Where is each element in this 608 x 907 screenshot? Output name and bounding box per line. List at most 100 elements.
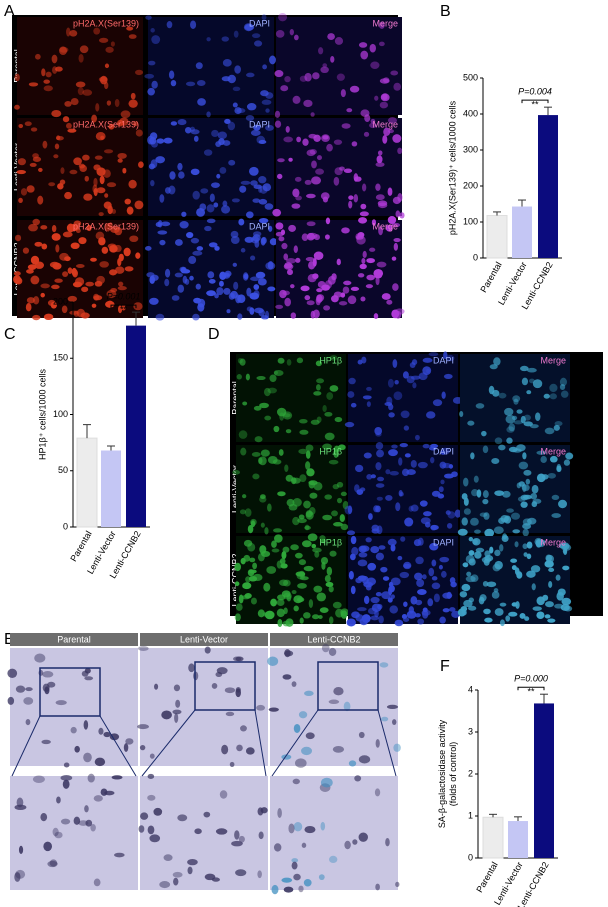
cell — [493, 526, 504, 534]
cell — [75, 81, 86, 88]
cell — [439, 556, 450, 563]
cell — [493, 357, 501, 366]
cell — [117, 152, 127, 159]
cell — [147, 773, 155, 779]
cell — [196, 80, 206, 87]
cell — [429, 542, 439, 551]
cell — [374, 426, 383, 436]
cell — [336, 497, 343, 504]
cell — [307, 232, 318, 240]
cell — [100, 135, 105, 140]
cell — [277, 594, 286, 601]
cell — [168, 185, 176, 195]
cell — [135, 252, 141, 259]
cell — [69, 29, 78, 37]
cell — [338, 444, 346, 451]
cell — [274, 534, 283, 543]
cell — [442, 608, 450, 613]
cell — [216, 667, 228, 675]
cell — [195, 283, 201, 290]
cell — [42, 140, 48, 149]
cell — [489, 546, 494, 554]
cell — [281, 242, 288, 250]
cell — [322, 196, 329, 203]
cell — [305, 257, 315, 262]
column-label: DAPI — [433, 446, 454, 456]
cell — [283, 136, 293, 143]
cell — [439, 616, 446, 624]
cell — [316, 384, 321, 391]
cell — [111, 775, 123, 780]
cell — [156, 138, 165, 144]
cell — [206, 218, 216, 224]
cell — [370, 118, 376, 124]
column-label: HP1β — [319, 537, 342, 547]
cell — [530, 565, 541, 573]
cell — [437, 493, 445, 499]
cell — [370, 61, 380, 69]
cell — [392, 719, 397, 725]
cell — [417, 618, 425, 625]
cell — [284, 649, 291, 658]
cell — [329, 355, 338, 361]
cell — [78, 54, 84, 63]
cell — [339, 166, 345, 171]
cell — [375, 883, 380, 891]
cell — [14, 804, 27, 811]
y-tick-label: 50 — [58, 465, 68, 475]
cell — [26, 297, 35, 304]
cell — [470, 517, 479, 526]
cell — [224, 118, 231, 124]
cell — [483, 512, 490, 520]
cell — [370, 474, 376, 479]
cell — [309, 492, 318, 499]
y-tick-label: 0 — [473, 252, 478, 262]
cell — [93, 878, 101, 887]
bar — [486, 215, 508, 259]
cell — [126, 26, 134, 31]
cell — [395, 502, 401, 512]
cell — [229, 761, 235, 767]
cell — [290, 544, 299, 551]
cell — [267, 387, 277, 394]
y-tick-label: 0 — [468, 852, 473, 862]
y-axis-label: pH2A.X(Ser139)⁺ cells/1000 cells — [447, 100, 457, 235]
cell — [235, 687, 241, 693]
panel-label: E — [4, 631, 15, 648]
cell — [415, 434, 420, 441]
cell — [51, 224, 57, 233]
cell — [303, 878, 312, 887]
cell — [135, 69, 144, 76]
cell — [246, 306, 253, 312]
micrograph — [10, 776, 138, 890]
cell — [348, 195, 354, 200]
cell — [115, 266, 125, 274]
cell — [284, 297, 291, 307]
cell — [235, 656, 244, 662]
cell — [324, 574, 331, 583]
cell — [73, 157, 82, 166]
cell — [261, 14, 267, 21]
cell — [41, 243, 48, 250]
cell — [376, 496, 383, 501]
cell — [243, 554, 251, 562]
cell — [238, 430, 248, 439]
cell — [95, 132, 106, 141]
cell — [43, 79, 50, 84]
cell — [215, 828, 228, 835]
cell — [410, 596, 418, 605]
cell — [95, 231, 105, 240]
cell — [210, 182, 220, 188]
cell — [18, 123, 24, 129]
cell — [446, 354, 455, 362]
cell — [41, 739, 51, 745]
cell — [177, 284, 185, 293]
cell — [163, 854, 173, 862]
cell — [269, 238, 278, 246]
cell — [293, 605, 299, 612]
cell — [390, 577, 401, 586]
cell — [69, 169, 78, 175]
cell — [207, 271, 215, 279]
cell — [94, 155, 103, 160]
micrograph — [17, 17, 143, 115]
